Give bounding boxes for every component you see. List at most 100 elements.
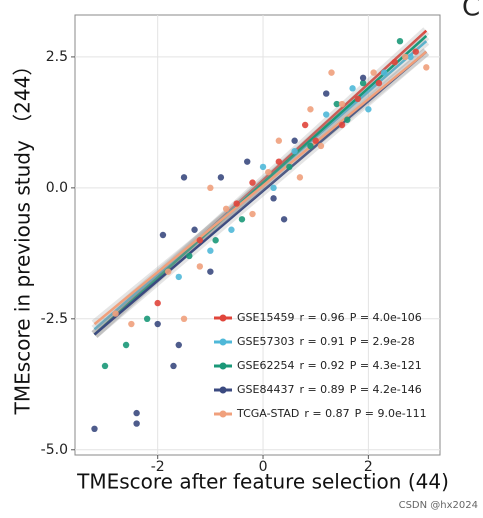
fit-line	[93, 50, 428, 336]
point	[344, 116, 351, 123]
point	[196, 237, 204, 244]
point	[312, 137, 319, 144]
point	[275, 158, 283, 165]
legend-entry: GSE15459 r = 0.96 P = 4.0e-106	[237, 311, 422, 324]
point	[112, 310, 119, 317]
point	[122, 341, 130, 349]
legend-p: P = 9.0e-111	[355, 407, 427, 420]
point	[133, 420, 140, 427]
point	[370, 69, 377, 76]
point	[391, 58, 398, 66]
point	[323, 111, 330, 118]
panel-label: C	[462, 0, 480, 23]
point	[196, 263, 204, 270]
points	[91, 37, 430, 433]
point	[270, 184, 277, 192]
point	[217, 174, 225, 181]
x-tick-label: 0	[259, 459, 268, 475]
point	[275, 137, 283, 144]
point	[154, 299, 161, 307]
y-tick-label: -5.0	[41, 442, 68, 458]
plot-frame	[74, 14, 441, 456]
point	[191, 226, 198, 233]
legend-p: P = 4.3e-121	[350, 359, 422, 372]
point	[249, 210, 256, 218]
point	[349, 85, 356, 92]
point	[186, 252, 193, 260]
point	[133, 409, 140, 417]
x-tick-label: -2	[151, 459, 165, 475]
point	[359, 79, 367, 87]
point	[180, 174, 188, 181]
point	[333, 100, 340, 108]
point	[286, 163, 293, 171]
point	[323, 90, 330, 97]
point	[238, 216, 246, 223]
y-tick-label: 2.5	[46, 49, 68, 65]
point	[307, 142, 314, 150]
point	[296, 174, 304, 181]
legend-p: P = 2.9e-28	[350, 335, 415, 348]
point	[291, 147, 298, 155]
legend-swatch-dot	[219, 362, 227, 370]
legend-swatch-dot	[219, 386, 227, 394]
legend-swatch-dot	[219, 314, 227, 322]
legend-r: r = 0.96	[299, 311, 344, 324]
point	[265, 168, 272, 176]
legend-entry: GSE62254 r = 0.92 P = 4.3e-121	[237, 359, 422, 372]
point	[259, 163, 267, 171]
point	[128, 320, 135, 328]
point	[154, 320, 161, 328]
point	[270, 195, 277, 202]
fit-lines	[91, 27, 430, 338]
point	[291, 137, 298, 144]
legend-entry: GSE57303 r = 0.91 P = 2.9e-28	[237, 335, 415, 348]
point	[338, 121, 346, 129]
legend-swatch-dot	[219, 338, 227, 346]
legend-p: P = 4.0e-106	[350, 311, 422, 324]
fit-line	[93, 35, 428, 336]
point	[207, 247, 214, 254]
point	[165, 268, 172, 275]
legend-entry: TCGA-STAD r = 0.87 P = 9.0e-111	[236, 407, 427, 420]
point	[280, 216, 288, 223]
point	[143, 315, 151, 323]
point	[244, 158, 251, 165]
point	[170, 362, 177, 370]
point	[328, 69, 335, 76]
x-axis-label: TMEscore after feature selection (44)	[76, 470, 449, 494]
point	[354, 95, 362, 103]
point	[233, 200, 240, 207]
point	[423, 64, 430, 71]
point	[317, 142, 325, 150]
point	[207, 268, 214, 275]
point	[101, 362, 109, 370]
point	[175, 341, 182, 349]
legend-p: P = 4.2e-146	[350, 383, 422, 396]
watermark: CSDN @hx2024	[399, 500, 478, 511]
point	[222, 205, 230, 213]
y-tick-label: 0.0	[46, 180, 68, 196]
legend-name: GSE15459	[237, 311, 294, 324]
point	[359, 74, 367, 82]
point	[307, 106, 314, 113]
point	[159, 231, 167, 239]
point	[412, 48, 419, 55]
legend: GSE15459 r = 0.96 P = 4.0e-106 GSE57303 r = …	[214, 311, 427, 420]
point	[380, 69, 388, 76]
point	[365, 106, 372, 113]
legend-r: r = 0.92	[299, 359, 344, 372]
legend-r: r = 0.91	[299, 335, 344, 348]
legend-name: GSE84437	[237, 383, 294, 396]
legend-swatch-dot	[219, 410, 227, 418]
legend-name: TCGA-STAD	[236, 407, 299, 420]
point	[249, 179, 256, 186]
point	[396, 37, 404, 45]
fit-line	[93, 50, 428, 326]
point	[407, 53, 414, 61]
legend-r: r = 0.87	[304, 407, 349, 420]
legend-r: r = 0.89	[299, 383, 344, 396]
point	[91, 425, 98, 433]
point	[180, 315, 188, 323]
